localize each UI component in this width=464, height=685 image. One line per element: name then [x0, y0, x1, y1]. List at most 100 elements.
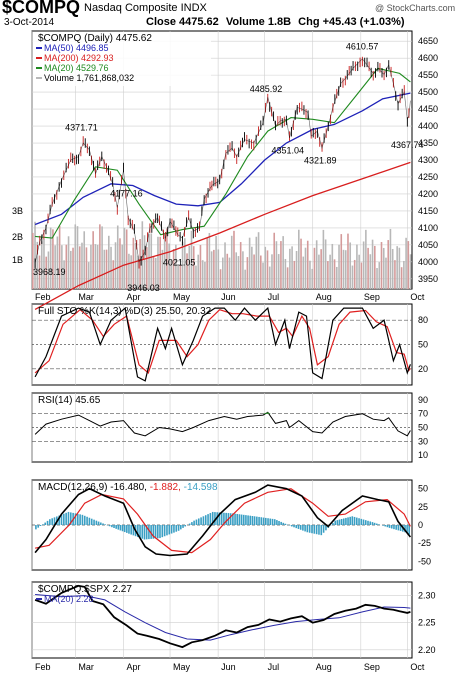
close-label: Close — [146, 16, 176, 28]
histogram-bar — [88, 517, 91, 525]
sto-title: Full STO %K(14,3) %D(3) 25.50, 20.32 — [38, 306, 212, 317]
volume-bar — [188, 245, 191, 289]
histogram-bar — [369, 521, 372, 525]
volume-bar — [298, 229, 300, 289]
histogram-bar — [177, 525, 180, 531]
volume-bar — [382, 247, 385, 289]
histogram-bar — [182, 525, 184, 528]
volume-bar — [230, 235, 233, 289]
volume-bar — [177, 264, 179, 289]
volume-bar — [387, 240, 390, 289]
bottom-month-label: Sep — [364, 662, 380, 672]
volume-bar — [342, 249, 345, 289]
histogram-bar — [60, 514, 63, 525]
histogram-bar — [332, 523, 334, 525]
macd-axis-label: -50 — [418, 556, 431, 566]
histogram-bar — [408, 525, 410, 535]
histogram-bar — [128, 525, 130, 534]
histogram-bar — [234, 513, 236, 525]
volume-bar — [72, 247, 74, 289]
volume-bar — [110, 246, 112, 289]
ma200-line — [34, 161, 411, 310]
histogram-bar — [351, 516, 354, 525]
volume-bar — [273, 232, 276, 289]
histogram-bar — [325, 525, 327, 531]
histogram-bar — [262, 517, 265, 525]
histogram-bar — [334, 520, 337, 525]
volume-bar — [192, 246, 195, 289]
histogram-bar — [42, 524, 44, 525]
volume-bar — [327, 261, 329, 289]
volume-bars — [32, 221, 412, 289]
volume-bar — [277, 254, 280, 289]
volume-bar — [228, 257, 231, 289]
close-value: 4475.62 — [179, 16, 219, 28]
histogram-bar — [382, 525, 384, 526]
volume-bar — [344, 250, 347, 289]
macd-signal-value: -1.882, — [150, 482, 184, 493]
volume-bar — [391, 248, 394, 289]
histogram-bar — [271, 518, 274, 525]
histogram-bar — [39, 525, 42, 526]
histogram-bar — [126, 525, 128, 533]
volume-bar — [54, 245, 56, 289]
histogram-bar — [46, 520, 49, 525]
histogram-bar — [195, 519, 198, 525]
volume-bar — [374, 245, 376, 289]
month-label: Sep — [364, 292, 380, 302]
volume-label: Volume — [225, 16, 265, 28]
histogram-bar — [163, 525, 166, 537]
date-label: 3-Oct-2014 — [4, 17, 55, 28]
month-label: May — [173, 292, 191, 302]
volume-bar — [253, 254, 255, 289]
histogram-bar — [362, 519, 365, 525]
volume-bar — [213, 249, 215, 289]
histogram-bar — [139, 525, 141, 538]
price-annotation: 4610.57 — [346, 42, 379, 52]
price-axis-label: 4250 — [418, 172, 438, 182]
volume-bar — [282, 236, 284, 289]
histogram-bar — [229, 513, 232, 525]
histogram-bar — [102, 523, 104, 525]
volume-bar — [125, 229, 128, 289]
volume-bar — [394, 260, 396, 289]
volume-bar — [81, 242, 83, 289]
rsi-overbought-fill — [262, 412, 271, 414]
histogram-bar — [245, 515, 247, 525]
price-line — [34, 58, 411, 264]
volume-bar — [166, 228, 168, 289]
macd-title-value: MACD(12,26,9) -16.480, — [38, 482, 150, 493]
volume-bar — [300, 238, 302, 289]
histogram-bar — [150, 525, 152, 539]
volume-bar — [108, 235, 110, 289]
histogram-bar — [353, 516, 356, 525]
price-axis-label: 4650 — [418, 36, 438, 46]
volume-bar — [224, 242, 226, 289]
volume-bar — [304, 247, 307, 289]
price-annotation: 4371.71 — [65, 123, 98, 133]
volume-bar — [248, 237, 251, 289]
histogram-bar — [108, 525, 111, 527]
volume-bar — [322, 229, 325, 289]
histogram-bar — [276, 520, 278, 525]
volume-bar — [367, 247, 369, 289]
volume-bar — [103, 249, 106, 289]
volume-bar — [376, 268, 378, 289]
histogram-bar — [253, 516, 256, 525]
volume-bar — [116, 225, 119, 289]
rsi-axis-label: 50 — [418, 423, 428, 433]
histogram-bar — [308, 525, 311, 533]
histogram-bar — [200, 517, 202, 525]
price-axis-label: 4200 — [418, 189, 438, 199]
histogram-bar — [173, 525, 175, 533]
volume-bar — [141, 221, 144, 289]
bottom-month-label: Feb — [35, 662, 51, 672]
volume-bar — [63, 260, 65, 289]
price-axis-label: 4300 — [418, 155, 438, 165]
volume-bar — [378, 262, 381, 289]
volume-bar — [90, 244, 92, 289]
volume-bar — [152, 256, 155, 289]
volume-bar — [197, 254, 200, 289]
month-label: Jun — [221, 292, 236, 302]
